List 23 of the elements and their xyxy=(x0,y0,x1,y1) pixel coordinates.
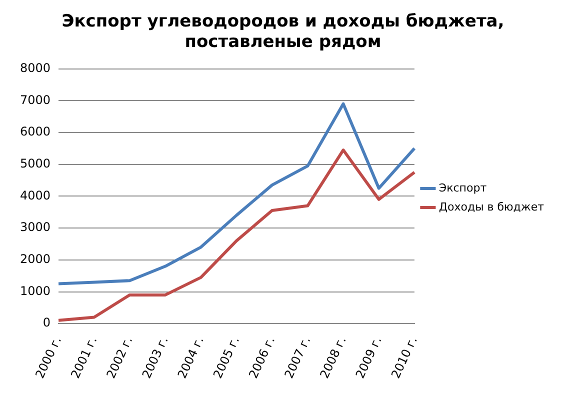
y-tick-label: 7000 xyxy=(20,92,51,107)
y-tick-label: 1000 xyxy=(20,284,51,298)
x-tick-label: 2003 г. xyxy=(139,334,171,381)
y-tick-label: 3000 xyxy=(20,220,51,234)
legend-label: Доходы в бюджет xyxy=(438,200,545,214)
x-tick-label: 2004 г. xyxy=(174,334,206,381)
legend-label: Экспорт xyxy=(438,181,488,194)
x-tick-label: 2007 г. xyxy=(282,334,314,381)
y-tick-label: 2000 xyxy=(20,252,51,266)
chart-title: Экспорт углеводородов и доходы бюджета, поставленые рядом xyxy=(62,12,504,52)
x-tick-label: 2002 г. xyxy=(104,334,136,381)
y-tick-label: 4000 xyxy=(20,188,51,202)
y-tick-label: 5000 xyxy=(20,156,51,170)
x-tick-label: 2010 г. xyxy=(388,334,420,381)
x-tick-label: 2000 г. xyxy=(32,334,64,381)
y-tick-label: 6000 xyxy=(20,124,51,139)
y-tick-label: 0 xyxy=(42,316,51,330)
x-tick-label: 2005 г. xyxy=(210,334,242,381)
x-tick-label: 2001 г. xyxy=(68,334,100,381)
x-tick-label: 2009 г. xyxy=(352,334,384,381)
x-tick-label: 2008 г. xyxy=(317,334,349,381)
y-tick-label: 8000 xyxy=(20,60,51,75)
x-tick-label: 2006 г. xyxy=(246,334,278,381)
